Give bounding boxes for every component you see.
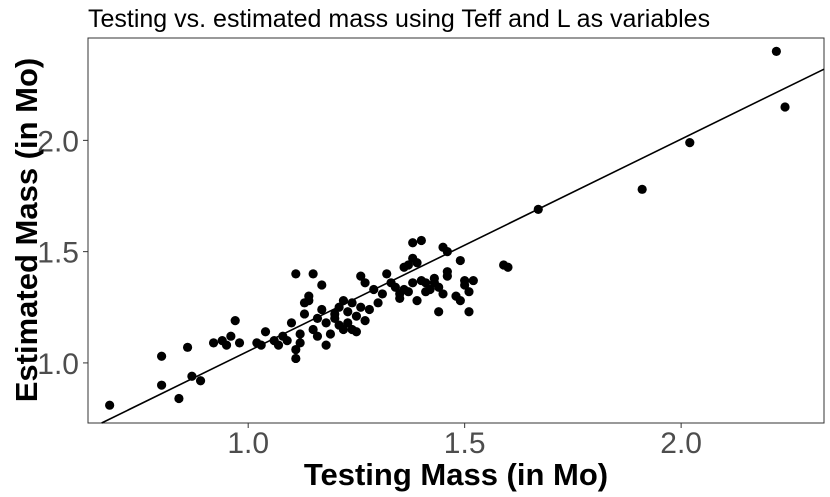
data-point [438,289,448,299]
data-point [408,238,418,248]
data-point [321,340,331,350]
data-point [421,278,431,288]
data-point [291,353,301,364]
trend-line-group [101,68,825,424]
data-point [226,331,236,341]
data-point [351,327,362,337]
data-point [343,318,353,328]
data-point [317,304,327,315]
chart-title: Testing vs. estimated mass using Teff an… [88,5,710,33]
data-point [464,307,474,317]
data-point [260,327,271,337]
y-tick-label: 1.0 [37,348,79,381]
data-point [234,338,245,348]
data-point [356,271,366,281]
data-point [351,311,362,321]
data-point [312,313,323,324]
data-point [321,318,331,328]
data-point [403,260,413,270]
data-point [308,269,318,279]
data-point [299,309,310,319]
data-point [442,267,452,277]
data-point [685,137,695,148]
data-point [403,287,413,297]
x-tick-label: 1.5 [444,427,486,460]
data-point [273,340,284,350]
data-point [455,296,465,306]
x-tick-label: 1.0 [227,427,269,460]
data-point [369,284,379,295]
data-point [360,278,370,288]
data-point [291,269,301,279]
data-point [373,298,383,308]
data-point [455,255,465,266]
data-point [291,344,301,355]
data-point [390,282,400,292]
data-point [468,275,478,286]
data-point [157,351,167,361]
data-point [503,262,513,272]
data-point [637,184,647,194]
data-point [412,296,422,306]
data-point [308,324,318,335]
data-point [442,247,452,257]
data-point [282,336,292,346]
data-point [364,304,375,315]
data-point [295,338,305,348]
data-point [434,307,444,317]
data-point [157,380,167,390]
data-point [343,307,353,317]
data-point [295,329,305,339]
data-point [338,296,349,306]
axis-ticks: 1.0 1.5 2.0 1.0 1.5 2.0 [37,125,702,460]
data-point [330,309,340,319]
data-point [221,340,232,350]
data-point [334,302,344,312]
data-point [360,316,370,326]
x-tick-label: 2.0 [660,427,702,460]
data-points [105,46,790,410]
data-point [174,393,184,404]
data-point [408,278,418,288]
data-point [460,280,470,290]
data-point [312,331,323,341]
y-tick-label: 1.5 [37,237,79,270]
data-point [356,302,366,312]
data-point [195,376,206,386]
data-point [256,340,266,350]
data-point [412,258,422,268]
data-point [533,204,543,214]
x-axis-title: Testing Mass (in Mo) [304,457,608,492]
data-point [325,329,336,339]
data-point [182,342,193,352]
data-point [338,324,349,335]
trend-line [101,68,825,424]
data-point [286,318,297,328]
data-point [434,282,444,292]
data-point [464,287,474,297]
data-point [377,289,387,299]
data-point [304,296,314,306]
data-point [429,273,439,283]
data-point [425,284,435,295]
data-point [208,338,219,348]
plot-panel [87,37,825,424]
data-point [187,371,197,381]
data-point [105,400,115,410]
y-axis-title: Estimated Mass (in Mo) [9,58,44,403]
data-point [780,102,790,112]
data-point [317,280,327,290]
data-point [416,235,426,246]
data-point [382,269,392,279]
data-point [347,298,357,308]
data-point [771,46,781,56]
y-tick-label: 2.0 [37,125,79,158]
data-point [230,316,240,326]
